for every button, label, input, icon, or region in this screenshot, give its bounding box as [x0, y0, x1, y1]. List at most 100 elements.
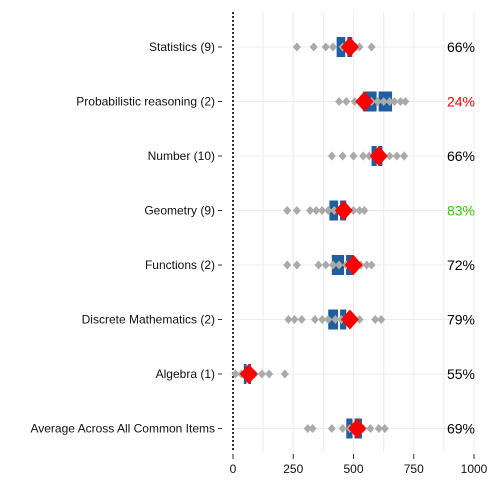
chart-row: Average Across All Common Items 69% — [30, 418, 475, 439]
category-label: Discrete Mathematics (2) — [82, 313, 215, 327]
data-point — [349, 206, 358, 215]
chart-row: Discrete Mathematics (2) 79% — [82, 309, 475, 330]
percent-label: 72% — [447, 257, 475, 273]
data-point — [367, 42, 376, 52]
percent-label: 69% — [447, 421, 475, 437]
category-label: Probabilistic reasoning (2) — [76, 95, 215, 109]
category-label: Number (10) — [148, 149, 215, 163]
category-label: Geometry (9) — [144, 204, 215, 218]
chart-row: Statistics (9) 66% — [149, 37, 475, 57]
data-point — [283, 206, 292, 215]
percent-label: 79% — [447, 312, 475, 328]
data-point — [335, 260, 344, 270]
mean-marker — [239, 364, 258, 384]
grid-lines — [233, 12, 475, 452]
data-point — [377, 315, 386, 324]
data-point — [401, 97, 410, 106]
percent-label: 55% — [447, 366, 475, 382]
chart-rows: Statistics (9) 66% Probabilistic reasoning… — [30, 37, 475, 439]
category-label: Statistics (9) — [149, 40, 215, 54]
data-point — [373, 97, 382, 106]
data-point — [292, 206, 301, 215]
data-point — [324, 206, 333, 215]
percent-label: 66% — [447, 39, 475, 55]
data-point — [349, 151, 358, 161]
data-point — [327, 424, 336, 433]
data-point — [306, 206, 315, 215]
data-point — [292, 260, 301, 270]
x-tick-label: 1000 — [461, 462, 488, 476]
mean-marker — [334, 200, 353, 221]
data-point — [338, 424, 347, 433]
data-point — [362, 260, 371, 270]
data-point — [396, 97, 405, 106]
data-point — [321, 42, 330, 52]
data-point — [284, 315, 293, 324]
data-point — [314, 260, 323, 270]
data-point — [379, 97, 388, 106]
data-point — [331, 315, 340, 324]
mean-marker — [355, 91, 374, 112]
percent-label: 83% — [447, 203, 475, 219]
data-point — [380, 424, 389, 433]
data-point — [350, 97, 359, 106]
data-point — [392, 151, 401, 161]
category-label: Average Across All Common Items — [30, 422, 215, 436]
data-point — [385, 97, 394, 106]
data-point — [265, 369, 274, 379]
data-point — [359, 151, 368, 161]
data-point — [365, 151, 374, 161]
data-point — [309, 42, 318, 52]
percent-label: 24% — [447, 94, 475, 110]
data-point — [312, 206, 321, 215]
mean-marker — [348, 418, 367, 439]
data-point — [318, 206, 327, 215]
data-point — [310, 315, 319, 324]
data-point — [321, 260, 330, 270]
data-point — [330, 206, 339, 215]
data-point — [338, 151, 347, 161]
percent-label: 66% — [447, 148, 475, 164]
data-point — [324, 315, 333, 324]
chart-row: Probabilistic reasoning (2) 24% — [76, 91, 475, 112]
data-point — [297, 315, 306, 324]
data-point — [257, 369, 266, 379]
data-point — [329, 42, 338, 52]
data-point — [335, 97, 344, 106]
x-tick-label: 500 — [343, 462, 363, 476]
chart-row: Geometry (9) 83% — [144, 200, 475, 221]
data-point — [355, 206, 364, 215]
data-point — [355, 315, 364, 324]
category-label: Algebra (1) — [156, 367, 215, 381]
data-point — [290, 315, 299, 324]
data-point — [308, 424, 317, 433]
chart-row: Algebra (1) 55% — [156, 364, 475, 384]
data-point — [292, 42, 301, 52]
data-point — [329, 260, 338, 270]
chart-row: Functions (2) 72% — [145, 255, 475, 275]
data-point — [327, 151, 336, 161]
data-point — [342, 97, 351, 106]
mean-marker — [340, 37, 359, 57]
data-point — [360, 206, 369, 215]
data-point — [355, 42, 364, 52]
data-point — [283, 260, 292, 270]
data-point — [385, 151, 394, 161]
x-axis: 0 250 500 750 1000 — [230, 454, 488, 476]
data-point — [280, 369, 289, 379]
data-point — [390, 97, 399, 106]
data-point — [303, 424, 312, 433]
mean-marker — [340, 309, 359, 330]
x-tick-label: 0 — [230, 462, 237, 476]
data-point — [366, 424, 375, 433]
mean-marker — [369, 146, 388, 166]
data-point — [367, 260, 376, 270]
category-label: Functions (2) — [145, 258, 215, 272]
data-point — [400, 151, 409, 161]
chart-row: Number (10) 66% — [148, 146, 475, 166]
mean-marker — [344, 255, 363, 275]
data-point — [371, 315, 380, 324]
data-point — [374, 424, 383, 433]
data-point — [318, 315, 327, 324]
